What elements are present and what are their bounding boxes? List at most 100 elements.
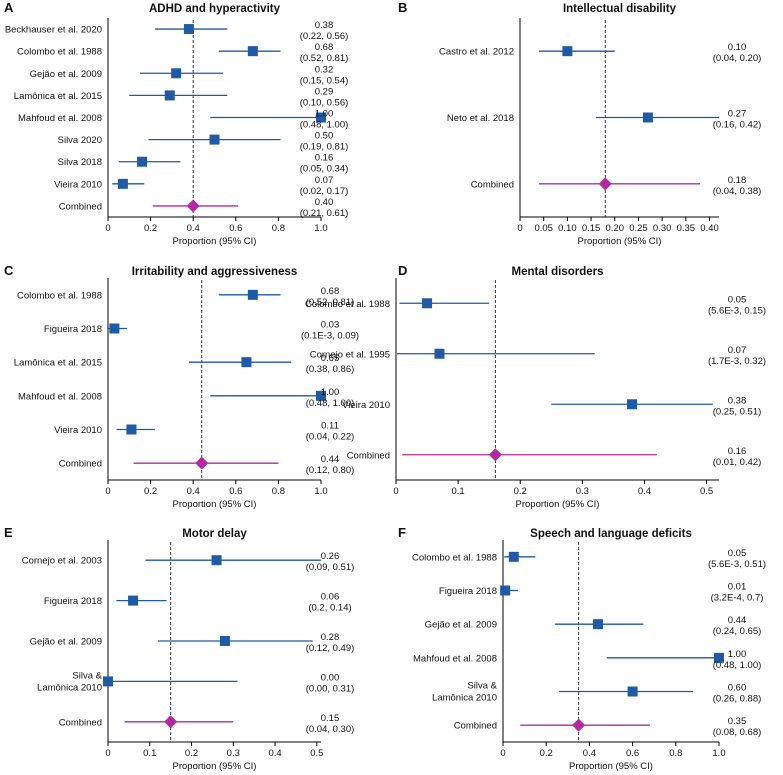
panel-title: ADHD and hyperactivity — [149, 3, 281, 15]
estimate-text: 0.38 — [728, 395, 747, 406]
ci-text: (5.6E-3, 0.15) — [708, 305, 766, 316]
study-square — [593, 619, 604, 630]
panel-letter: F — [398, 525, 406, 540]
study-square — [627, 686, 638, 697]
estimate-text: 0.11 — [321, 421, 339, 432]
study-label: Mahfoud et al. 2008 — [18, 113, 102, 124]
panel-title: Motor delay — [182, 528, 247, 540]
x-tick-label: 0 — [105, 223, 110, 234]
study-label: Figueira 2018 — [44, 596, 102, 607]
estimate-text: 0.68 — [321, 286, 340, 297]
estimate-text: 0.00 — [321, 672, 340, 683]
combined-label: Combined — [59, 201, 102, 212]
panel-d: D Mental disorders 0 0.1 0.2 0.3 0.4 0.5 Proport… — [305, 263, 766, 510]
estimate-text: 0.16 — [315, 153, 334, 164]
study-label: Mahfoud et al. 2008 — [413, 653, 497, 664]
x-tick-label: 0.4 — [187, 486, 200, 497]
study-label: Lamônica et al. 2015 — [14, 358, 102, 369]
study-square — [627, 399, 638, 410]
x-tick-label: 0.8 — [272, 223, 285, 234]
ci-text: (0.04, 0.20) — [713, 53, 762, 64]
study-label: Figueira 2018 — [44, 324, 102, 335]
x-tick-label: 0.15 — [582, 223, 601, 234]
ci-text: (1.7E-3, 0.32) — [708, 356, 766, 367]
panel-letter: D — [398, 263, 407, 278]
study-label: Colombo et al. 1988 — [412, 552, 497, 563]
study-square — [562, 46, 573, 57]
ci-text: (0.04, 0.38) — [713, 186, 762, 197]
ci-text: (0.22, 0.56) — [300, 31, 349, 42]
study-square — [316, 390, 326, 401]
x-axis-label: Proportion (95% CI) — [569, 761, 653, 772]
study-label: Neto et al. 2018 — [447, 113, 514, 124]
ci-text: (0.15, 0.54) — [300, 75, 349, 86]
ci-text: (0.48, 1.00) — [713, 660, 762, 671]
combined-diamond — [164, 715, 178, 729]
ci-text: (3.2E-4, 0.7) — [711, 593, 764, 604]
ci-text: (0.24, 0.65) — [713, 626, 762, 637]
study-square — [508, 551, 519, 562]
x-tick-label: 1.0 — [314, 486, 327, 497]
study-square — [103, 676, 113, 687]
ci-text: (0.04, 0.22) — [306, 432, 355, 443]
panel-b: B Intellectual disability 0 0.05 0.10 0.15 0.2… — [398, 0, 761, 247]
ci-text: (0.10, 0.56) — [300, 97, 349, 108]
estimate-text: 0.32 — [315, 64, 334, 75]
ci-text: (0.02, 0.17) — [300, 186, 349, 197]
x-axis-label: Proportion (95% CI) — [516, 499, 600, 510]
x-tick-label: 0.2 — [514, 486, 527, 497]
estimate-text: 0.07 — [315, 175, 334, 186]
study-square — [642, 112, 653, 123]
panel-title: Speech and language deficits — [530, 528, 692, 540]
x-axis-label: Proportion (95% CI) — [173, 236, 257, 247]
x-tick-label: 0.4 — [268, 748, 281, 759]
study-square — [316, 112, 326, 123]
study-square — [241, 357, 252, 368]
estimate-text: 0.28 — [321, 632, 340, 643]
study-label: Lamônica et al. 2015 — [14, 91, 102, 102]
study-label: Cornejo et al. 2003 — [22, 556, 102, 567]
estimate-text: 0.68 — [315, 42, 334, 53]
estimate-text: 0.27 — [728, 109, 747, 120]
ci-text: (0.26, 0.88) — [713, 694, 762, 705]
ci-text: (0.16, 0.42) — [713, 120, 762, 131]
study-label: Lamônica 2010 — [37, 682, 102, 693]
x-tick-label: 0.4 — [583, 748, 596, 759]
ci-text: (0.25, 0.51) — [713, 406, 762, 417]
estimate-text: 0.40 — [315, 197, 334, 208]
study-square — [183, 24, 194, 35]
x-tick-label: 0.2 — [144, 486, 157, 497]
ci-text: (0.05, 0.34) — [300, 164, 349, 175]
estimate-text: 0.07 — [728, 345, 747, 356]
panel-title: Mental disorders — [511, 266, 603, 278]
study-label: Silva & — [72, 670, 102, 681]
study-square — [247, 46, 258, 57]
estimate-text: 0.10 — [728, 42, 747, 53]
panel-c: C Irritability and aggressiveness 0 0.2 0.4 0… — [4, 263, 359, 510]
ci-text: (0.04, 0.30) — [306, 724, 355, 735]
estimate-text: 0.16 — [728, 446, 747, 457]
ci-text: (0.19, 0.81) — [300, 142, 349, 153]
x-tick-label: 0.4 — [638, 486, 651, 497]
ci-text: (0.00, 0.31) — [306, 683, 355, 694]
study-square — [247, 289, 258, 300]
estimate-text: 0.50 — [315, 131, 334, 142]
combined-label: Combined — [59, 717, 102, 728]
x-tick-label: 0.8 — [669, 748, 682, 759]
x-tick-label: 0.6 — [229, 223, 242, 234]
combined-diamond — [572, 718, 586, 732]
study-label: Vieira 2010 — [54, 425, 102, 436]
study-label: Silva 2020 — [58, 135, 102, 146]
x-tick-label: 0.30 — [653, 223, 672, 234]
panel-letter: E — [4, 525, 13, 540]
study-label: Cornejo et al. 1995 — [310, 349, 390, 360]
estimate-text: 0.29 — [315, 86, 334, 97]
estimate-text: 0.44 — [728, 615, 747, 626]
combined-label: Combined — [347, 450, 390, 461]
x-tick-label: 0.1 — [452, 486, 465, 497]
x-tick-label: 0 — [500, 748, 505, 759]
x-tick-label: 0.10 — [558, 223, 577, 234]
panel-letter: A — [4, 0, 14, 15]
